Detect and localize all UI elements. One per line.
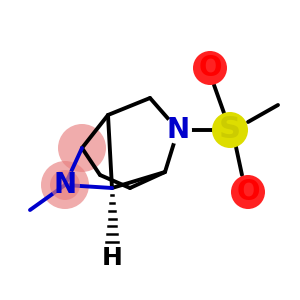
Circle shape bbox=[50, 170, 80, 200]
Text: H: H bbox=[102, 246, 122, 270]
Text: N: N bbox=[167, 116, 190, 144]
Circle shape bbox=[41, 161, 89, 209]
Circle shape bbox=[164, 116, 192, 144]
Text: O: O bbox=[198, 54, 222, 82]
Circle shape bbox=[212, 112, 248, 148]
Circle shape bbox=[193, 51, 227, 85]
Circle shape bbox=[58, 124, 106, 172]
Text: O: O bbox=[236, 178, 260, 206]
Circle shape bbox=[231, 175, 265, 209]
Text: N: N bbox=[53, 171, 76, 199]
Text: S: S bbox=[219, 116, 241, 145]
